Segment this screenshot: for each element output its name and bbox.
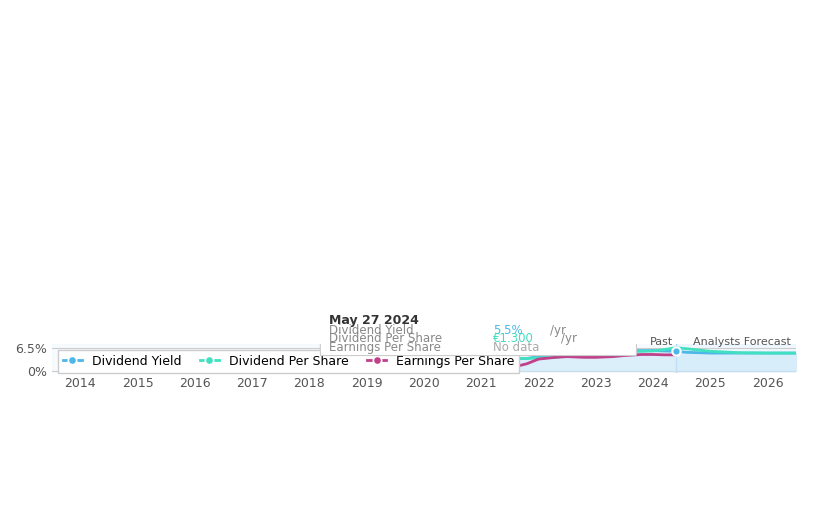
Text: Dividend Per Share: Dividend Per Share [329,332,443,345]
Text: May 27 2024: May 27 2024 [329,314,420,327]
Text: Dividend Yield: Dividend Yield [329,324,414,337]
Text: /yr: /yr [550,324,566,337]
Text: /yr: /yr [562,332,577,345]
Text: 5.5%: 5.5% [493,324,522,337]
Legend: Dividend Yield, Dividend Per Share, Earnings Per Share: Dividend Yield, Dividend Per Share, Earn… [58,350,520,372]
Text: €1.300: €1.300 [493,332,534,345]
Bar [52,344,676,372]
Text: No data: No data [493,341,539,354]
Text: Analysts Forecast: Analysts Forecast [693,337,791,346]
Text: Earnings Per Share: Earnings Per Share [329,341,442,354]
Text: Past: Past [650,337,673,346]
Bar [676,344,796,372]
FancyBboxPatch shape [320,313,636,356]
